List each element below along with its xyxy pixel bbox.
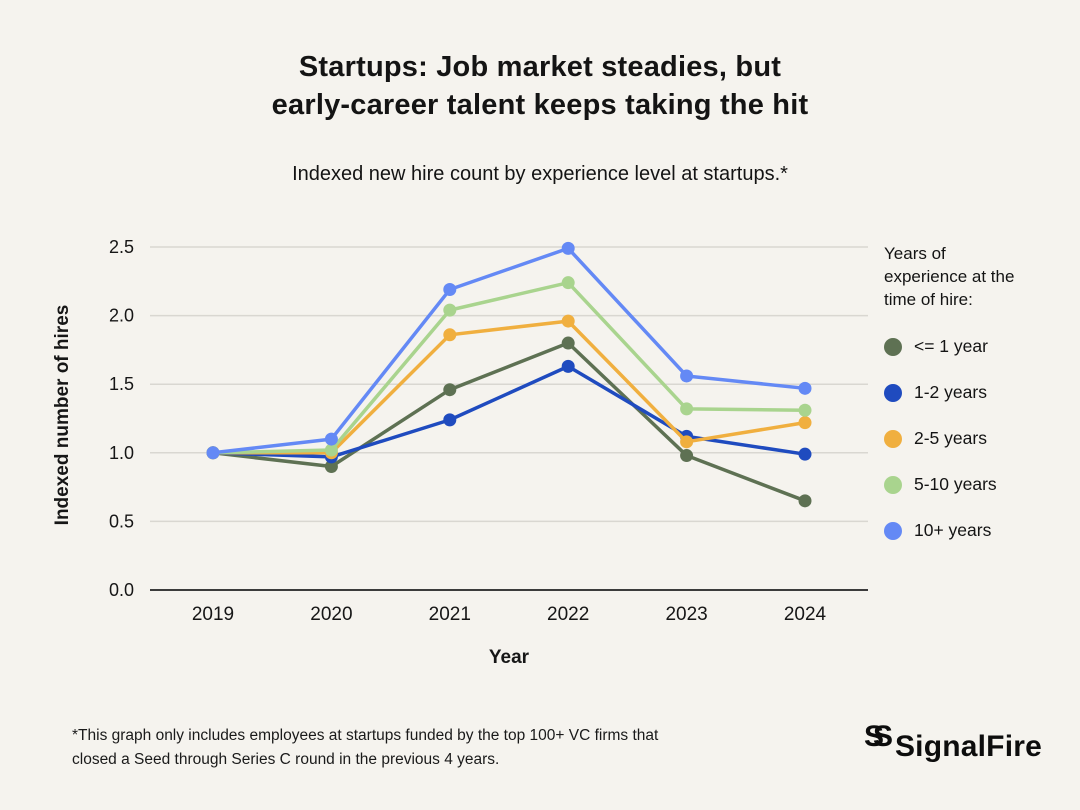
svg-text:1.0: 1.0 [109,443,134,463]
svg-text:2023: 2023 [665,604,707,625]
svg-text:0.0: 0.0 [109,580,134,600]
signalfire-logo-text: SignalFire [894,730,1042,763]
chart-title-line-2: early-career talent keeps taking the hit [271,89,809,121]
footnote: *This graph only includes employees at s… [72,727,659,768]
chart-legend: Years of experience at the time of hire:… [884,242,1074,541]
legend-item: 2-5 years [884,428,1074,449]
legend-item: 5-10 years [884,474,1074,495]
legend-item: <= 1 year [884,336,1074,357]
svg-text:2020: 2020 [310,604,352,625]
chart-title-line-1: Startups: Job market steadies, but [298,51,782,83]
legend-item-label: <= 1 year [914,336,988,356]
legend-item-label: 5-10 years [914,474,997,494]
chart-subtitle: Indexed new hire count by experience lev… [292,163,788,185]
y-axis-label: Indexed number of hires [52,304,73,526]
svg-text:2.0: 2.0 [109,306,134,326]
signalfire-logo: S S SignalFire [864,720,1042,764]
legend-dot [884,475,902,494]
legend-item-label: 10+ years [914,520,992,540]
svg-text:2019: 2019 [192,604,234,625]
x-axis-label: Year [488,647,530,668]
legend-dot [884,337,902,356]
svg-text:2.5: 2.5 [109,237,134,257]
legend-dot [884,383,902,402]
legend-item: 10+ years [884,520,1074,541]
svg-text:1.5: 1.5 [109,374,134,394]
svg-text:2021: 2021 [429,604,471,625]
chart-title: Startups: Job market steadies, but early… [0,48,1080,124]
legend-item: 1-2 years [884,382,1074,403]
svg-text:2024: 2024 [784,604,827,625]
legend-item-label: 2-5 years [914,428,987,448]
signalfire-mark-icon: S S [863,720,893,753]
legend-item-label: 1-2 years [914,382,987,402]
svg-text:2022: 2022 [547,604,589,625]
legend-dot [884,429,902,448]
legend-title: Years of experience at the time of hire: [884,244,1015,309]
svg-text:0.5: 0.5 [109,511,134,531]
legend-dot [884,521,902,540]
